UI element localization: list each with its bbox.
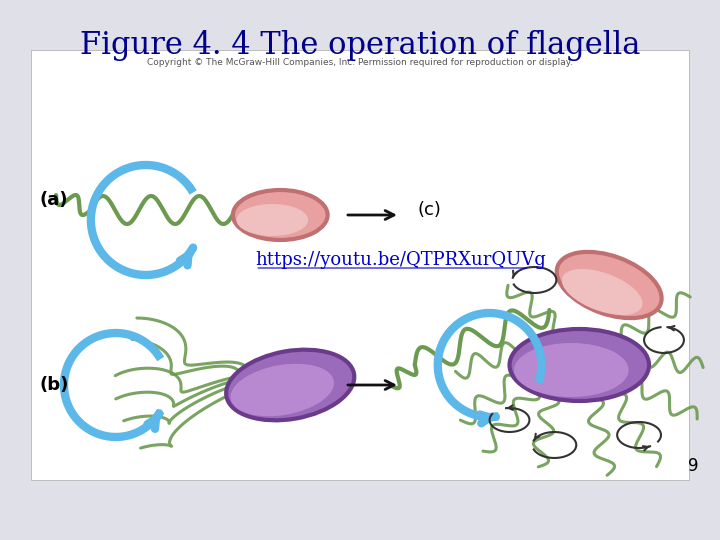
Text: (c): (c) <box>418 201 441 219</box>
Text: (a): (a) <box>39 191 68 209</box>
FancyBboxPatch shape <box>31 50 689 480</box>
Text: 9: 9 <box>688 457 699 475</box>
Text: (b): (b) <box>39 376 68 394</box>
Ellipse shape <box>557 252 662 318</box>
Ellipse shape <box>236 204 308 236</box>
Text: https://youtu.be/QTPRXurQUVg: https://youtu.be/QTPRXurQUVg <box>256 251 546 269</box>
Ellipse shape <box>514 343 629 397</box>
Ellipse shape <box>226 350 354 420</box>
Ellipse shape <box>230 364 334 416</box>
Text: Figure 4. 4 The operation of flagella: Figure 4. 4 The operation of flagella <box>80 30 640 61</box>
Ellipse shape <box>233 190 328 240</box>
Text: Copyright © The McGraw-Hill Companies, Inc. Permission required for reproduction: Copyright © The McGraw-Hill Companies, I… <box>147 58 573 67</box>
Ellipse shape <box>562 269 642 315</box>
Ellipse shape <box>510 329 649 401</box>
